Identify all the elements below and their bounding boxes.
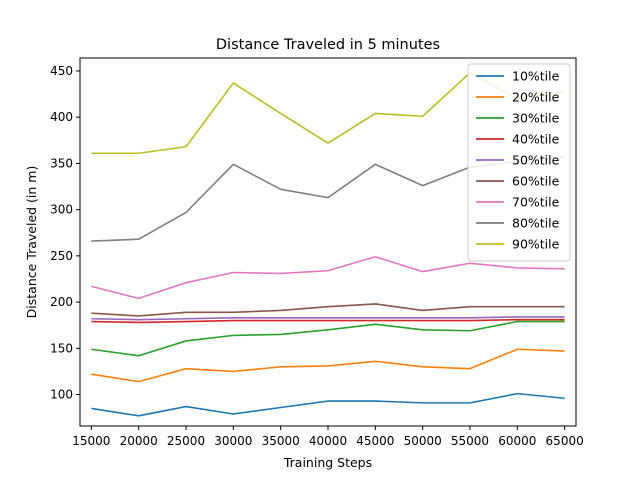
x-tick-label: 15000 bbox=[72, 434, 110, 448]
legend-entry: 40%tile bbox=[512, 132, 560, 147]
series-line-40pcttile bbox=[91, 318, 565, 324]
legend-entry: 50%tile bbox=[512, 153, 560, 168]
legend-entry: 90%tile bbox=[512, 237, 560, 252]
series-line-60pcttile bbox=[91, 303, 565, 317]
x-tick-label: 50000 bbox=[404, 434, 442, 448]
y-tick-label: 450 bbox=[50, 64, 73, 78]
y-tick-label: 400 bbox=[50, 110, 73, 124]
series-line-10pcttile bbox=[91, 392, 565, 417]
legend-entry: 10%tile bbox=[512, 69, 560, 84]
series-line-30pcttile bbox=[91, 320, 565, 357]
y-tick-label: 250 bbox=[50, 249, 73, 263]
x-tick-label: 55000 bbox=[451, 434, 489, 448]
legend: 10%tile 20%tile 30%tile 40%tile 50%tile 60%ti… bbox=[467, 63, 571, 262]
series-line-50pcttile bbox=[91, 316, 565, 321]
legend-entry: 70%tile bbox=[512, 195, 560, 210]
y-tick-label: 300 bbox=[50, 203, 73, 217]
plot-area bbox=[91, 71, 565, 417]
y-tick-label: 350 bbox=[50, 156, 73, 170]
y-axis: 100 150 200 250 300 350 400 450 bbox=[50, 64, 80, 402]
x-tick-label: 30000 bbox=[214, 434, 252, 448]
x-tick-label: 40000 bbox=[309, 434, 347, 448]
x-tick-label: 45000 bbox=[356, 434, 394, 448]
y-tick-label: 200 bbox=[50, 295, 73, 309]
legend-entry: 80%tile bbox=[512, 216, 560, 231]
legend-entry: 60%tile bbox=[512, 174, 560, 189]
series-line-70pcttile bbox=[91, 255, 565, 300]
y-axis-label: Distance Traveled (in m) bbox=[24, 166, 39, 319]
chart-title: Distance Traveled in 5 minutes bbox=[216, 37, 440, 53]
x-axis-label: Training Steps bbox=[283, 455, 372, 470]
x-tick-label: 65000 bbox=[546, 434, 584, 448]
legend-box bbox=[467, 63, 571, 262]
legend-entry: 20%tile bbox=[512, 90, 560, 105]
y-tick-label: 100 bbox=[50, 388, 73, 402]
y-tick-label: 150 bbox=[50, 341, 73, 355]
x-tick-label: 25000 bbox=[167, 434, 205, 448]
x-tick-label: 60000 bbox=[498, 434, 536, 448]
x-tick-label: 20000 bbox=[120, 434, 158, 448]
legend-entry: 30%tile bbox=[512, 111, 560, 126]
x-tick-label: 35000 bbox=[262, 434, 300, 448]
series-line-20pcttile bbox=[91, 348, 565, 383]
x-axis: 15000 20000 25000 30000 35000 40000 45000 50000… bbox=[72, 426, 584, 448]
